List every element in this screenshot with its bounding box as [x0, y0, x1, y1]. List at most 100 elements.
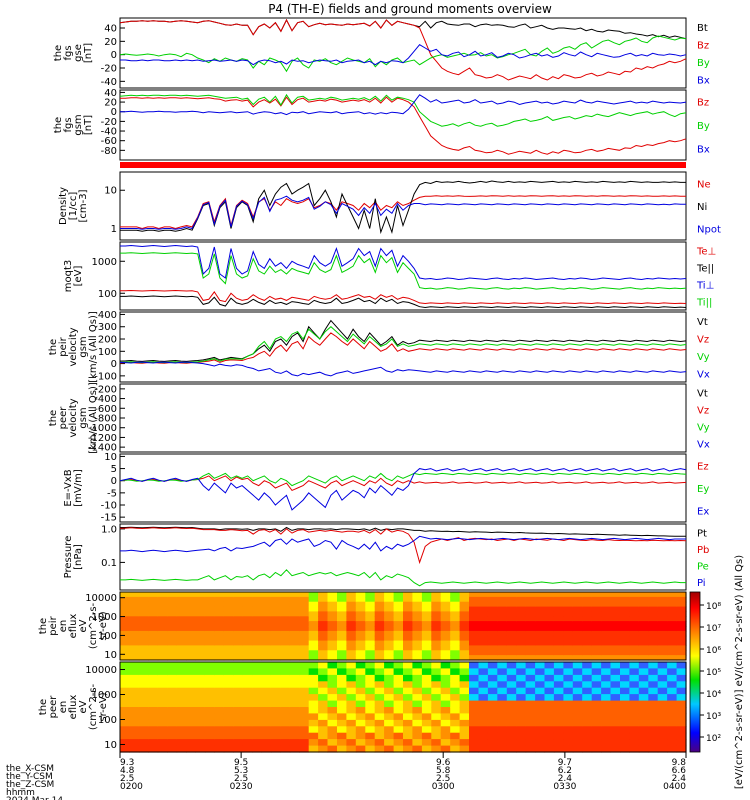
heatmap-cell [459, 606, 470, 613]
heatmap-cell [289, 719, 300, 727]
heatmap-cell [204, 662, 215, 669]
heatmap-cell [346, 592, 357, 598]
heatmap-cell [157, 630, 168, 637]
heatmap-cell [204, 719, 215, 727]
heatmap-cell [450, 700, 461, 708]
heatmap-cell [120, 739, 130, 747]
heatmap-cell [365, 687, 376, 695]
heatmap-cell [638, 635, 649, 642]
heatmap-cell [223, 645, 234, 651]
heatmap-cell [280, 687, 291, 695]
heatmap-cell [582, 655, 593, 661]
heatmap-cell [412, 674, 423, 682]
heatmap-cell [648, 732, 659, 740]
y-axis-label: [nT] [83, 43, 94, 63]
heatmap-cell [214, 668, 225, 676]
heatmap-cell [629, 606, 640, 613]
heatmap-cell [620, 662, 630, 669]
y-axis-label: en [58, 620, 69, 633]
heatmap-cell [638, 662, 649, 669]
heatmap-cell [421, 635, 432, 642]
y-axis-label: gsm [78, 336, 89, 357]
heatmap-cell [337, 616, 347, 622]
heatmap-cell [648, 616, 659, 622]
heatmap-cell [648, 713, 659, 721]
heatmap-cell [620, 626, 630, 632]
heatmap-cell [186, 611, 196, 617]
heatmap-cell [346, 650, 357, 656]
heatmap-cell [487, 719, 498, 727]
heatmap-cell [176, 616, 187, 622]
heatmap-cell [421, 732, 432, 740]
heatmap-cell [289, 681, 300, 689]
heatmap-cell [657, 601, 668, 608]
heatmap-cell [223, 635, 234, 642]
heatmap-cell [412, 662, 423, 669]
heatmap-cell [223, 745, 234, 753]
heatmap-cell [667, 687, 678, 695]
heatmap-cell [629, 616, 640, 622]
heatmap-cell [459, 687, 470, 695]
heatmap-cell [497, 700, 508, 708]
heatmap-cell [478, 674, 489, 682]
heatmap-cell [525, 707, 536, 714]
heatmap-cell [638, 713, 649, 721]
heatmap-cell [440, 650, 451, 656]
heatmap-cell [186, 732, 196, 740]
x-tick-label-t: 0300 [432, 782, 455, 792]
heatmap-cell [582, 592, 593, 598]
heatmap-cell [421, 713, 432, 721]
heatmap-cell [261, 687, 272, 695]
panel-frame [119, 523, 687, 591]
heatmap-cell [601, 700, 612, 708]
heatmap-cell [204, 668, 215, 676]
heatmap-cell [676, 596, 687, 603]
heatmap-cell [176, 739, 187, 747]
heatmap-cell [582, 616, 593, 622]
heatmap-cell [308, 732, 319, 740]
heatmap-cell [365, 606, 376, 613]
y-tick-label: 100 [98, 347, 117, 358]
x-tick-label-z: 2.4 [558, 774, 573, 784]
heatmap-cell [270, 687, 281, 695]
heatmap-cell [223, 650, 234, 656]
heatmap-cell [261, 668, 272, 676]
heatmap-cell [374, 719, 385, 727]
heatmap-cell [478, 719, 489, 727]
heatmap-cell [167, 621, 178, 627]
heatmap-cell [129, 674, 140, 682]
heatmap-cell [327, 596, 338, 603]
heatmap-cell [535, 687, 546, 695]
heatmap-cell [138, 635, 149, 642]
panel-frame [119, 591, 687, 661]
heatmap-cell [270, 674, 281, 682]
heatmap-cell [403, 745, 413, 753]
heatmap-cell [195, 687, 206, 695]
heatmap-cell [261, 626, 272, 632]
heatmap-cell [487, 726, 498, 734]
heatmap-cell [223, 687, 234, 695]
heatmap-cell [138, 687, 149, 695]
heatmap-cell [553, 630, 564, 637]
heatmap-cell [591, 662, 602, 669]
heatmap-cell [346, 700, 357, 708]
heatmap-cell [497, 719, 508, 727]
heatmap-cell [214, 596, 225, 603]
heatmap-cell [204, 616, 215, 622]
heatmap-cell [318, 732, 329, 740]
heatmap-cell [440, 662, 451, 669]
heatmap-cell [337, 719, 347, 727]
heatmap-cell [138, 640, 149, 647]
heatmap-cell [204, 694, 215, 702]
heatmap-cell [355, 621, 366, 627]
heatmap-cell [601, 640, 612, 647]
heatmap-cell [421, 668, 432, 676]
heatmap-cell [214, 694, 225, 702]
legend-Bt: Bt [697, 23, 708, 34]
series-line-Npot [120, 195, 686, 230]
heatmap-cell [487, 606, 498, 613]
heatmap-cell [318, 616, 329, 622]
heatmap-cell [280, 592, 291, 598]
